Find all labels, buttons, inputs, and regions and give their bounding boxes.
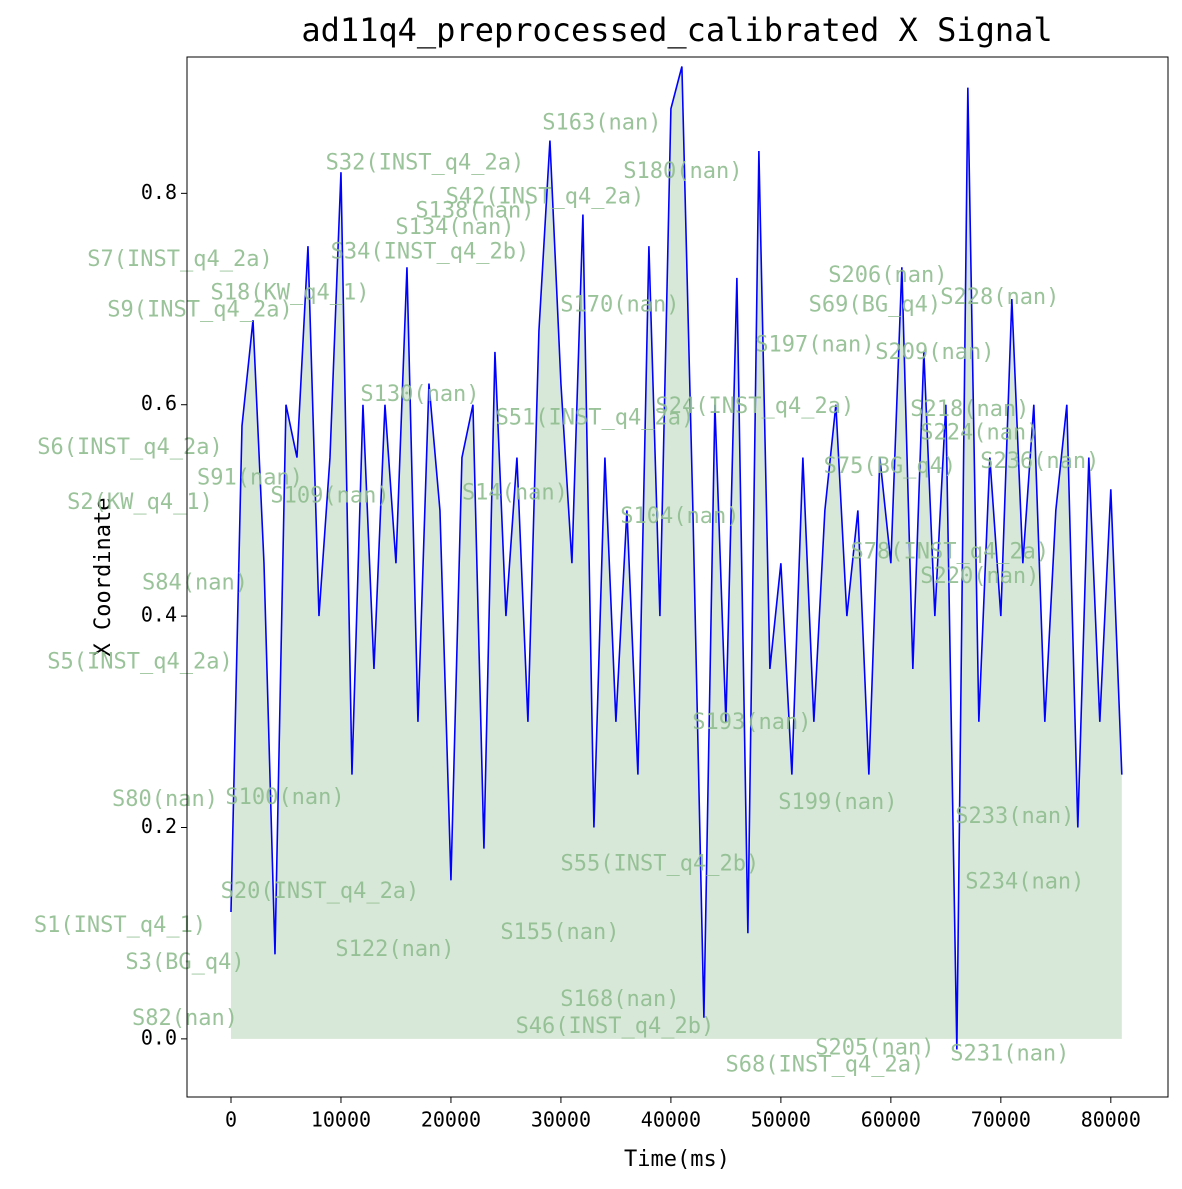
- annotation: S20(INST_q4_2a): [221, 879, 420, 904]
- annotation: S104(nan): [620, 504, 739, 529]
- annotation: S193(nan): [692, 710, 811, 735]
- annotation: S18(KW_q4_1): [211, 281, 370, 306]
- annotation: S32(INST_q4_2a): [326, 151, 525, 176]
- annotation: S236(nan): [980, 449, 1099, 474]
- annotation: S84(nan): [142, 570, 248, 595]
- annotation: S78(INST_q4_2a): [851, 540, 1050, 565]
- annotation: S109(nan): [270, 484, 389, 509]
- y-tick-label: 0.6: [141, 391, 177, 415]
- x-tick-label: 0: [225, 1108, 237, 1132]
- y-tick-label: 0.2: [141, 814, 177, 838]
- annotation: S199(nan): [778, 790, 897, 815]
- x-tick-label: 40000: [641, 1108, 701, 1132]
- annotation: S218(nan): [910, 397, 1029, 422]
- annotation: S220(nan): [920, 564, 1039, 589]
- annotation: S224(nan): [920, 420, 1039, 445]
- annotation: S24(INST_q4_2a): [656, 394, 855, 419]
- annotation: S1(INST_q4_1): [34, 913, 206, 938]
- annotation: S91(nan): [197, 466, 303, 491]
- annotation: S51(INST_q4_2a): [496, 405, 695, 430]
- y-tick-label: 0.4: [141, 603, 177, 627]
- annotation: S168(nan): [560, 987, 679, 1012]
- annotation: S130(nan): [360, 382, 479, 407]
- annotation: S34(INST_q4_2b): [331, 240, 530, 265]
- line: [230, 66, 1123, 1050]
- annotation: S5(INST_q4_2a): [47, 650, 232, 675]
- annotation: S9(INST_q4_2a): [107, 298, 292, 323]
- annotation: S82(nan): [132, 1006, 238, 1031]
- annotation: S2(KW_q4_1): [67, 490, 213, 515]
- annotation: S163(nan): [542, 111, 661, 136]
- annotation: S75(BG_q4): [824, 454, 956, 479]
- x-axis-label: Time(ms): [624, 1147, 730, 1172]
- chart-title: ad11q4_preprocessed_calibrated X Signal: [301, 11, 1052, 49]
- annotation: S205(nan): [815, 1035, 934, 1060]
- annotation: S138(nan): [415, 198, 534, 223]
- x-tick-label: 70000: [971, 1108, 1031, 1132]
- plot-frame: [186, 56, 1169, 1098]
- annotation: S46(INST_q4_2b): [516, 1014, 715, 1039]
- annotation: S180(nan): [623, 159, 742, 184]
- x-tick-label: 30000: [531, 1108, 591, 1132]
- annotation: S197(nan): [755, 333, 874, 358]
- annotation: S234(nan): [965, 869, 1084, 894]
- annotation: S68(INST_q4_2a): [726, 1052, 925, 1077]
- x-tick-label: 20000: [421, 1108, 481, 1132]
- y-tick-label: 0.8: [141, 180, 177, 204]
- annotation: S206(nan): [828, 263, 947, 288]
- annotation: S55(INST_q4_2b): [561, 851, 760, 876]
- annotation: S233(nan): [955, 804, 1074, 829]
- annotation: S14(nan): [462, 481, 568, 506]
- x-tick-label: 10000: [311, 1108, 371, 1132]
- annotation: S7(INST_q4_2a): [87, 247, 272, 272]
- x-tick-label: 80000: [1081, 1108, 1141, 1132]
- y-tick-label: 0.0: [141, 1025, 177, 1049]
- annotation: S122(nan): [335, 937, 454, 962]
- annotation: S69(BG_q4): [809, 292, 941, 317]
- annotation: S80(nan): [112, 787, 218, 812]
- annotation: S3(BG_q4): [125, 950, 244, 975]
- x-tick-label: 60000: [861, 1108, 921, 1132]
- annotation: S42(INST_q4_2a): [446, 185, 645, 210]
- annotation: S134(nan): [395, 215, 514, 240]
- y-axis-label: X Coordinate: [91, 498, 116, 657]
- annotation: S170(nan): [560, 292, 679, 317]
- annotation: S6(INST_q4_2a): [37, 435, 222, 460]
- annotation: S100(nan): [225, 785, 344, 810]
- x-tick-label: 50000: [751, 1108, 811, 1132]
- annotation: S155(nan): [500, 920, 619, 945]
- annotation: S228(nan): [940, 285, 1059, 310]
- annotation: S231(nan): [950, 1042, 1069, 1067]
- annotation: S209(nan): [875, 340, 994, 365]
